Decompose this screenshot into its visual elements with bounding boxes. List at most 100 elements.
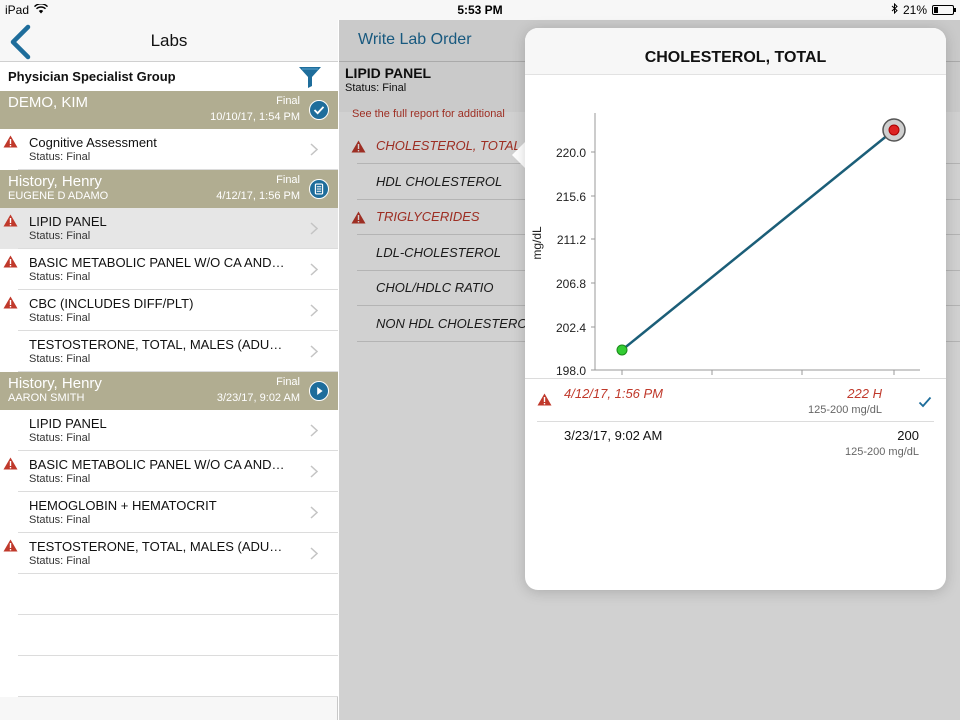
y-tick-label: 215.6 bbox=[556, 190, 586, 204]
row-divider bbox=[18, 169, 338, 170]
lab-order-row[interactable]: BASIC METABOLIC PANEL W/O CA AND… Status:… bbox=[0, 451, 338, 492]
y-tick-label: 202.4 bbox=[556, 321, 586, 335]
series-line bbox=[621, 129, 895, 351]
patient-header[interactable]: History, Henry AARON SMITH Final 3/23/17, 9… bbox=[0, 372, 338, 410]
lab-order-row[interactable]: LIPID PANEL Status: Final bbox=[0, 410, 338, 451]
lab-order-row[interactable]: TESTOSTERONE, TOTAL, MALES (ADU… Status: … bbox=[0, 533, 338, 574]
chevron-right-icon bbox=[310, 465, 319, 478]
patient-name: History, Henry bbox=[8, 375, 102, 392]
trend-line-chart: 198.0202.4206.8211.2215.6220.03/23/173/3… bbox=[530, 113, 920, 375]
document-circle-icon[interactable] bbox=[309, 179, 329, 199]
back-button[interactable] bbox=[6, 24, 36, 60]
chevron-right-icon bbox=[310, 222, 319, 235]
warning-icon bbox=[351, 211, 366, 224]
lab-order-name: LIPID PANEL bbox=[29, 214, 107, 229]
page-title: Labs bbox=[150, 31, 188, 50]
status-time: 5:53 PM bbox=[457, 3, 503, 17]
lab-order-row[interactable]: HEMOGLOBIN + HEMATOCRIT Status: Final bbox=[0, 492, 338, 533]
history-row[interactable]: 4/12/17, 1:56 PM 222 H 125-200 mg/dL bbox=[525, 380, 946, 422]
warning-icon bbox=[3, 539, 18, 552]
lab-order-row[interactable]: TESTOSTERONE, TOTAL, MALES (ADU… Status: … bbox=[0, 331, 338, 372]
group-header: Physician Specialist Group bbox=[0, 62, 338, 91]
lab-order-name: TESTOSTERONE, TOTAL, MALES (ADU… bbox=[29, 539, 283, 554]
lab-order-row[interactable]: LIPID PANEL Status: Final bbox=[0, 208, 338, 249]
lab-order-status: Status: Final bbox=[29, 271, 91, 283]
reference-range: 125-200 mg/dL bbox=[845, 446, 919, 458]
lab-order-list: DEMO, KIM Final 10/10/17, 1:54 PM Cognitive… bbox=[0, 91, 338, 697]
warning-icon bbox=[3, 135, 18, 148]
lab-order-name: Cognitive Assessment bbox=[29, 135, 157, 150]
empty-row bbox=[0, 574, 338, 615]
lab-order-name: LIPID PANEL bbox=[29, 416, 107, 431]
patient-order-date: 4/12/17, 1:56 PM bbox=[216, 190, 300, 202]
warning-icon bbox=[3, 255, 18, 268]
chevron-right-icon bbox=[310, 143, 319, 156]
data-point-high bbox=[888, 124, 900, 136]
history-value: 222 H bbox=[847, 386, 882, 401]
row-divider bbox=[18, 330, 338, 331]
lab-order-status: Status: Final bbox=[29, 230, 91, 242]
full-report-link[interactable]: See the full report for additional bbox=[352, 108, 505, 120]
row-divider bbox=[18, 491, 338, 492]
patient-order-status: Final bbox=[276, 174, 300, 186]
chevron-right-icon bbox=[310, 424, 319, 437]
result-name: HDL CHOLESTEROL bbox=[376, 173, 503, 189]
group-title: Physician Specialist Group bbox=[8, 69, 176, 84]
lab-order-name: BASIC METABOLIC PANEL W/O CA AND… bbox=[29, 255, 285, 270]
status-bar-left: iPad bbox=[5, 3, 49, 17]
data-point-normal bbox=[616, 344, 628, 356]
row-divider bbox=[18, 573, 338, 574]
chevron-left-icon bbox=[10, 24, 31, 60]
battery-percent: 21% bbox=[902, 3, 927, 17]
y-axis-label: mg/dL bbox=[530, 226, 544, 260]
lab-order-row[interactable]: BASIC METABOLIC PANEL W/O CA AND… Status:… bbox=[0, 249, 338, 290]
ordering-physician: EUGENE D ADAMO bbox=[8, 190, 109, 202]
row-divider bbox=[537, 421, 934, 422]
patient-name: DEMO, KIM bbox=[8, 94, 89, 111]
history-date: 4/12/17, 1:56 PM bbox=[564, 386, 664, 401]
result-trend-popover: CHOLESTEROL, TOTAL 198.0 202.4 206.8 211.2 2… bbox=[525, 28, 946, 590]
labs-nav-bar: Labs bbox=[0, 20, 338, 62]
patient-order-status: Final bbox=[276, 376, 300, 388]
patient-order-date: 3/23/17, 9:02 AM bbox=[216, 392, 300, 404]
reference-range: 125-200 mg/dL bbox=[808, 404, 882, 416]
result-name: TRIGLYCERIDES bbox=[376, 209, 480, 224]
y-tick-label: 206.8 bbox=[556, 277, 586, 291]
wifi-icon bbox=[34, 3, 49, 17]
lab-order-name: TESTOSTERONE, TOTAL, MALES (ADU… bbox=[29, 337, 283, 352]
patient-header[interactable]: DEMO, KIM Final 10/10/17, 1:54 PM bbox=[0, 91, 338, 129]
warning-icon bbox=[3, 214, 18, 227]
chevron-right-icon bbox=[310, 506, 319, 519]
patient-header[interactable]: History, Henry EUGENE D ADAMO Final 4/12/17… bbox=[0, 170, 338, 208]
history-row[interactable]: 3/23/17, 9:02 AM 200 125-200 mg/dL bbox=[525, 422, 946, 464]
patient-order-status: Final bbox=[276, 95, 300, 107]
y-tick-label: 220.0 bbox=[556, 146, 586, 160]
filter-icon[interactable] bbox=[298, 65, 322, 89]
status-bar-right: 21% bbox=[891, 2, 956, 17]
checkmark-icon bbox=[918, 395, 932, 408]
lab-order-row[interactable]: Cognitive Assessment Status: Final bbox=[0, 129, 338, 170]
battery-icon bbox=[932, 5, 956, 15]
patient-name: History, Henry bbox=[8, 173, 102, 190]
write-lab-order-button[interactable]: Write Lab Order bbox=[358, 31, 472, 48]
lab-order-row[interactable]: CBC (INCLUDES DIFF/PLT) Status: Final bbox=[0, 290, 338, 331]
empty-row bbox=[0, 615, 338, 656]
lab-order-status: Status: Final bbox=[29, 514, 91, 526]
bluetooth-icon bbox=[891, 2, 898, 17]
lab-order-name: BASIC METABOLIC PANEL W/O CA AND… bbox=[29, 457, 285, 472]
labs-master-pane: Labs Physician Specialist Group DEMO, KI… bbox=[0, 20, 338, 720]
row-divider bbox=[18, 450, 338, 451]
lab-order-status: Status: Final bbox=[29, 432, 91, 444]
lab-order-name: CBC (INCLUDES DIFF/PLT) bbox=[29, 296, 194, 311]
lab-order-status: Status: Final bbox=[29, 473, 91, 485]
check-circle-icon[interactable] bbox=[309, 100, 329, 120]
history-value: 200 bbox=[897, 428, 919, 443]
play-circle-icon[interactable] bbox=[309, 381, 329, 401]
chevron-right-icon bbox=[310, 304, 319, 317]
result-name: CHOLESTEROL, TOTAL bbox=[376, 138, 521, 153]
chevron-right-icon bbox=[310, 345, 319, 358]
empty-row bbox=[0, 656, 338, 697]
warning-icon bbox=[351, 140, 366, 153]
y-tick-label: 211.2 bbox=[557, 233, 586, 247]
panel-title: LIPID PANEL bbox=[345, 65, 432, 81]
